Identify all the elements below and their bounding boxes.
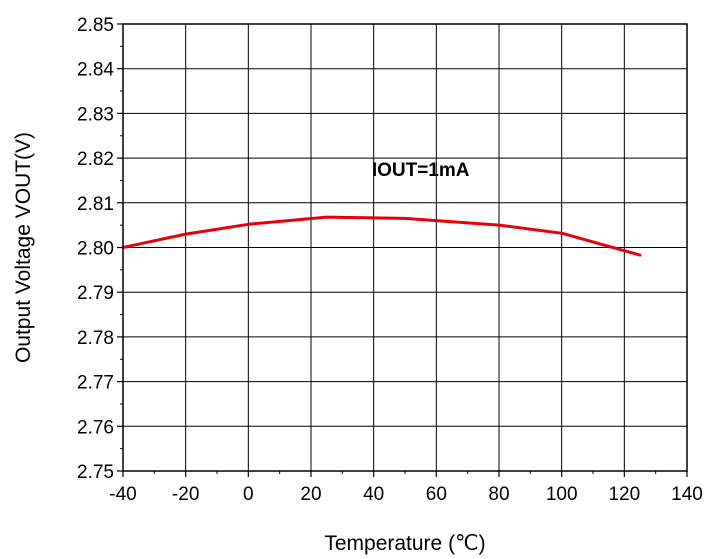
y-tick-label: 2.78 [77, 328, 114, 349]
series-line [121, 215, 642, 257]
x-tick-label: 40 [363, 484, 384, 505]
x-tick-label: -20 [172, 484, 199, 505]
x-tick-label: 60 [426, 484, 447, 505]
x-tick-label: 140 [671, 484, 703, 505]
x-axis-title: Temperature (℃) [324, 532, 485, 555]
y-tick-label: 2.76 [77, 417, 114, 438]
y-tick-label: 2.82 [77, 149, 114, 170]
y-tick-label: 2.81 [77, 194, 114, 215]
x-tick-labels: -40 -20 0 20 40 60 80 100 120 140 [109, 484, 703, 505]
x-tick-label: 20 [300, 484, 321, 505]
y-tick-label: 2.80 [77, 239, 114, 260]
y-tick-label: 2.84 [77, 60, 114, 81]
y-tick-label: 2.83 [77, 104, 114, 125]
series-layer [121, 215, 642, 257]
x-tick-label: 0 [243, 484, 254, 505]
y-axis-title: Output Voltage VOUT(V) [12, 132, 35, 363]
x-tick-label: 80 [488, 484, 509, 505]
plot-frame [122, 23, 688, 472]
y-tick-label: 2.79 [77, 283, 114, 304]
y-tick-labels: 2.75 2.76 2.77 2.78 2.79 2.80 2.81 2.82 2.83 2.84… [77, 15, 114, 483]
x-tick-label: 120 [608, 484, 640, 505]
x-tick-label: -40 [109, 484, 136, 505]
y-tick-label: 2.85 [77, 15, 114, 36]
x-tick-label: 100 [546, 484, 578, 505]
y-tick-label: 2.75 [77, 462, 114, 483]
annotation-label: IOUT=1mA [372, 160, 470, 181]
y-tick-label: 2.77 [77, 373, 114, 394]
annotations: IOUT=1mA [372, 160, 470, 181]
